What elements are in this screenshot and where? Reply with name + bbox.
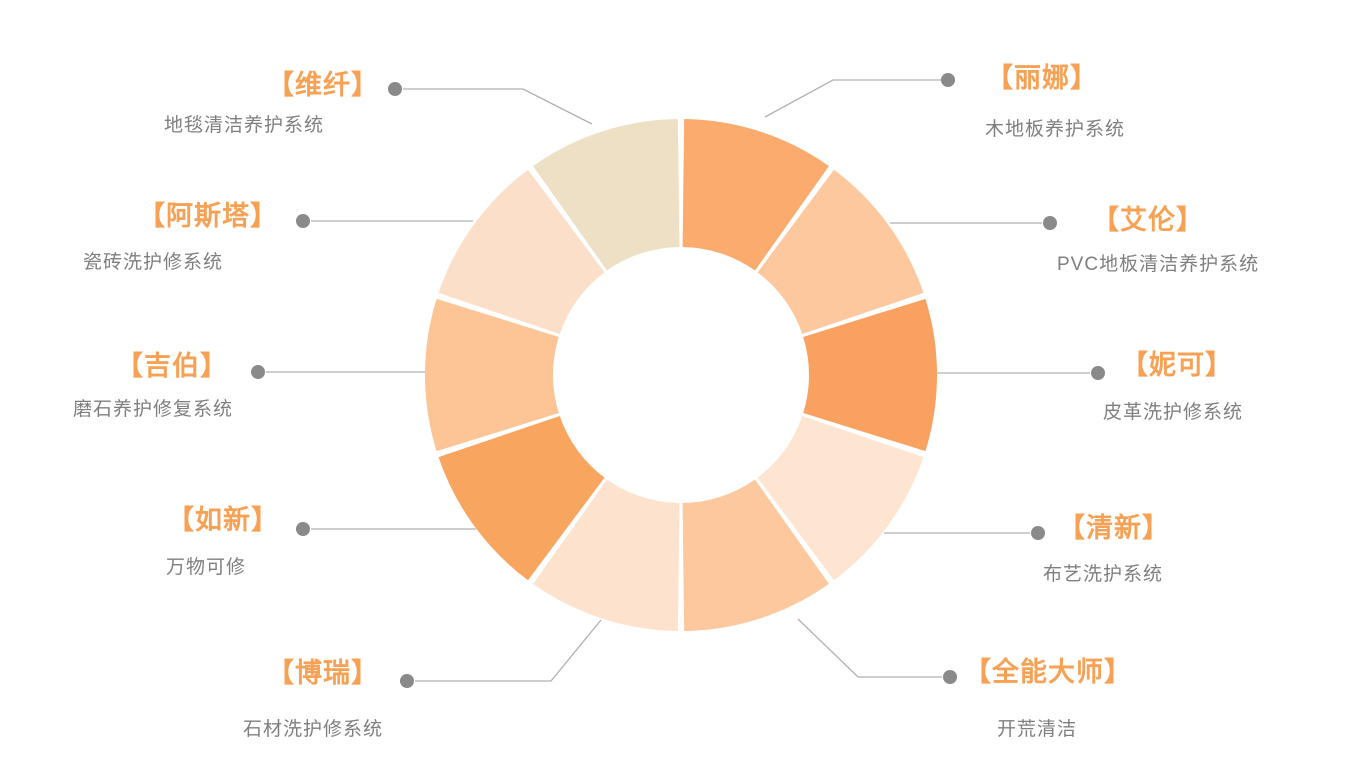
connector-dot-ruxin — [296, 522, 310, 536]
connector-dot-ailun — [1043, 216, 1057, 230]
brand-label-weixian: 【维纤】 — [267, 70, 379, 100]
desc-label-qingxin: 布艺洗护系统 — [1043, 564, 1164, 585]
desc-label-asita: 瓷砖洗护修系统 — [83, 252, 224, 273]
desc-label-borui: 石材洗护修系统 — [243, 719, 384, 740]
donut-segment-7 — [424, 298, 559, 452]
donut-segment-1 — [757, 169, 924, 334]
brand-label-ailun: 【艾伦】 — [1092, 205, 1204, 235]
brand-label-asita: 【阿斯塔】 — [138, 201, 278, 231]
desc-label-lina: 木地板养护系统 — [985, 119, 1126, 140]
brand-label-jibo: 【吉伯】 — [116, 351, 228, 381]
donut-segment-8 — [438, 169, 605, 334]
connector-dot-nike — [1091, 366, 1105, 380]
donut-segment-0 — [682, 119, 829, 271]
donut-segment-4 — [682, 479, 829, 631]
brand-label-ruxin: 【如新】 — [167, 505, 279, 535]
donut-segment-2 — [803, 298, 938, 452]
connector-dot-jibo — [251, 365, 265, 379]
desc-label-weixian: 地毯清洁养护系统 — [164, 115, 325, 136]
donut-segment-3 — [757, 416, 924, 581]
brand-label-nike: 【妮可】 — [1121, 350, 1233, 380]
connector-line-borui — [415, 619, 602, 682]
desc-label-quannengdashi: 开荒清洁 — [997, 719, 1078, 740]
connector-dot-borui — [400, 674, 414, 688]
donut-segment-5 — [533, 479, 680, 631]
connector-dot-asita — [296, 214, 310, 228]
connector-line-lina — [764, 79, 941, 118]
connector-line-quannengdashi — [797, 618, 942, 678]
brand-label-quannengdashi: 【全能大师】 — [964, 657, 1132, 687]
connector-dot-quannengdashi — [943, 670, 957, 684]
donut-segment-6 — [438, 416, 605, 581]
desc-label-ruxin: 万物可修 — [166, 557, 247, 578]
brand-label-lina: 【丽娜】 — [986, 63, 1098, 93]
connector-dot-weixian — [388, 82, 402, 96]
desc-label-jibo: 磨石养护修复系统 — [73, 399, 234, 420]
donut-segment-9 — [533, 119, 680, 271]
desc-label-nike: 皮革洗护修系统 — [1103, 402, 1244, 423]
brand-label-qingxin: 【清新】 — [1058, 513, 1170, 543]
brand-label-borui: 【博瑞】 — [267, 658, 379, 688]
connector-line-weixian — [403, 88, 593, 125]
connector-dot-qingxin — [1031, 526, 1045, 540]
desc-label-ailun: PVC地板清洁养护系统 — [1057, 254, 1260, 275]
connector-dot-lina — [941, 73, 955, 87]
